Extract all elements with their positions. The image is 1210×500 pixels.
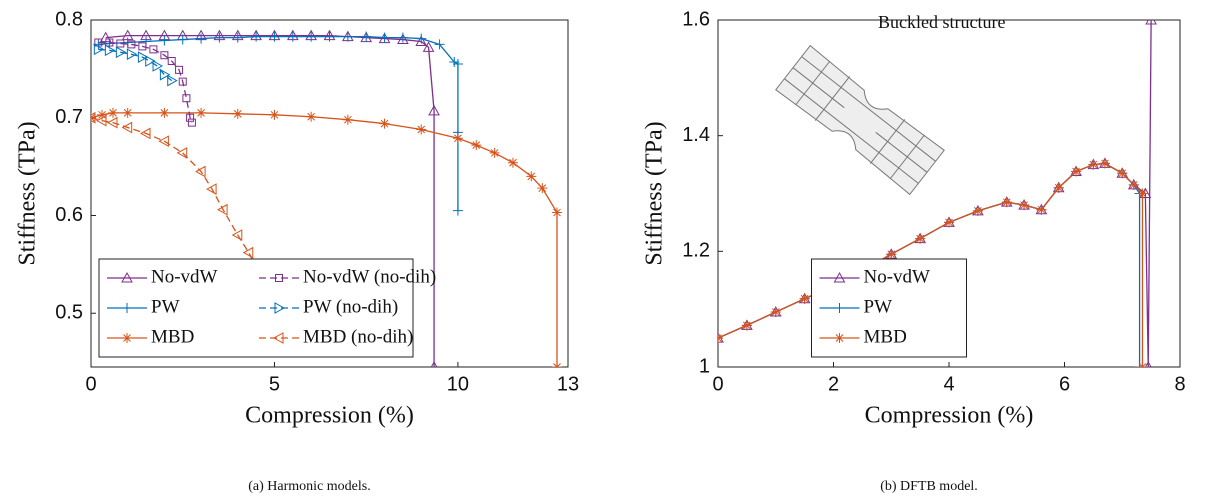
nanotube-illustration bbox=[776, 46, 944, 195]
legend-marker bbox=[122, 333, 132, 343]
data-marker bbox=[233, 109, 243, 119]
x-tick-label: 2 bbox=[828, 373, 839, 395]
data-marker bbox=[742, 320, 752, 330]
data-marker bbox=[453, 133, 463, 143]
x-tick-label: 10 bbox=[447, 373, 469, 395]
data-marker bbox=[380, 33, 390, 43]
data-marker bbox=[1137, 362, 1147, 372]
y-tick-label: 0.5 bbox=[55, 302, 83, 324]
data-marker bbox=[552, 208, 562, 218]
data-marker bbox=[159, 108, 169, 118]
legend-label: No-vdW bbox=[151, 266, 218, 287]
data-marker bbox=[269, 110, 279, 120]
data-marker bbox=[944, 217, 954, 227]
data-marker bbox=[168, 76, 177, 86]
x-tick-label: 6 bbox=[1059, 373, 1070, 395]
legend-label: PW bbox=[864, 296, 893, 317]
legend-label: MBD bbox=[151, 326, 194, 347]
data-marker bbox=[1088, 160, 1098, 170]
data-marker bbox=[108, 108, 118, 118]
annotation: Buckled structure bbox=[878, 12, 1005, 32]
x-tick-label: 13 bbox=[557, 373, 579, 395]
x-tick-label: 0 bbox=[712, 373, 723, 395]
y-axis-label: Stiffness (TPa) bbox=[15, 121, 41, 265]
data-marker bbox=[508, 158, 518, 168]
data-marker bbox=[771, 307, 781, 317]
data-marker bbox=[196, 108, 206, 118]
y-tick-label: 1.6 bbox=[682, 8, 710, 30]
legend-label: MBD bbox=[864, 326, 907, 347]
data-marker bbox=[1036, 205, 1046, 215]
data-marker bbox=[361, 32, 371, 42]
data-marker bbox=[1100, 158, 1110, 168]
data-marker bbox=[973, 206, 983, 216]
data-marker bbox=[471, 140, 481, 150]
y-tick-label: 1.4 bbox=[682, 124, 710, 146]
y-axis-label: Stiffness (TPa) bbox=[642, 121, 668, 265]
data-marker bbox=[537, 183, 547, 193]
data-marker bbox=[915, 234, 925, 244]
x-axis-label: Compression (%) bbox=[245, 403, 414, 429]
data-marker bbox=[380, 119, 390, 129]
y-tick-label: 1.2 bbox=[682, 240, 710, 262]
data-marker bbox=[1002, 197, 1012, 207]
data-marker bbox=[416, 124, 426, 134]
data-marker bbox=[1117, 168, 1127, 178]
x-tick-label: 8 bbox=[1174, 373, 1185, 395]
figure: 0510130.50.60.70.8Compression (%)Stiffne… bbox=[0, 0, 1210, 500]
y-tick-label: 0.8 bbox=[55, 8, 83, 30]
x-axis-label: Compression (%) bbox=[865, 403, 1034, 429]
x-tick-label: 0 bbox=[85, 373, 96, 395]
legend-label: PW bbox=[151, 296, 180, 317]
data-marker bbox=[800, 294, 810, 304]
series-line bbox=[98, 42, 192, 122]
caption: (a) Harmonic models. bbox=[248, 479, 370, 494]
legend-label: No-vdW bbox=[864, 266, 931, 287]
data-marker bbox=[552, 362, 562, 372]
data-marker bbox=[1054, 183, 1064, 193]
data-marker bbox=[123, 108, 133, 118]
legend-label: PW (no-dih) bbox=[303, 296, 398, 317]
data-marker bbox=[453, 206, 463, 216]
data-marker bbox=[343, 115, 353, 125]
data-marker bbox=[1071, 167, 1081, 177]
legend-marker bbox=[835, 333, 845, 343]
data-marker bbox=[306, 112, 316, 122]
data-marker bbox=[1137, 189, 1147, 199]
x-tick-label: 5 bbox=[269, 373, 280, 395]
data-marker bbox=[214, 33, 224, 43]
data-marker bbox=[159, 136, 168, 146]
data-marker bbox=[1129, 180, 1139, 190]
y-tick-label: 0.7 bbox=[55, 106, 83, 128]
legend-label: MBD (no-dih) bbox=[303, 326, 413, 347]
x-tick-label: 4 bbox=[943, 373, 954, 395]
data-marker bbox=[1019, 200, 1029, 210]
data-marker bbox=[886, 249, 896, 259]
legend-label: No-vdW (no-dih) bbox=[303, 266, 436, 287]
data-marker bbox=[244, 248, 253, 258]
data-marker bbox=[233, 33, 243, 43]
data-marker bbox=[526, 171, 536, 181]
caption: (b) DFTB model. bbox=[880, 479, 978, 494]
y-tick-label: 0.6 bbox=[55, 204, 83, 226]
y-tick-label: 1 bbox=[699, 355, 710, 377]
data-marker bbox=[490, 148, 500, 158]
data-marker bbox=[713, 333, 723, 343]
